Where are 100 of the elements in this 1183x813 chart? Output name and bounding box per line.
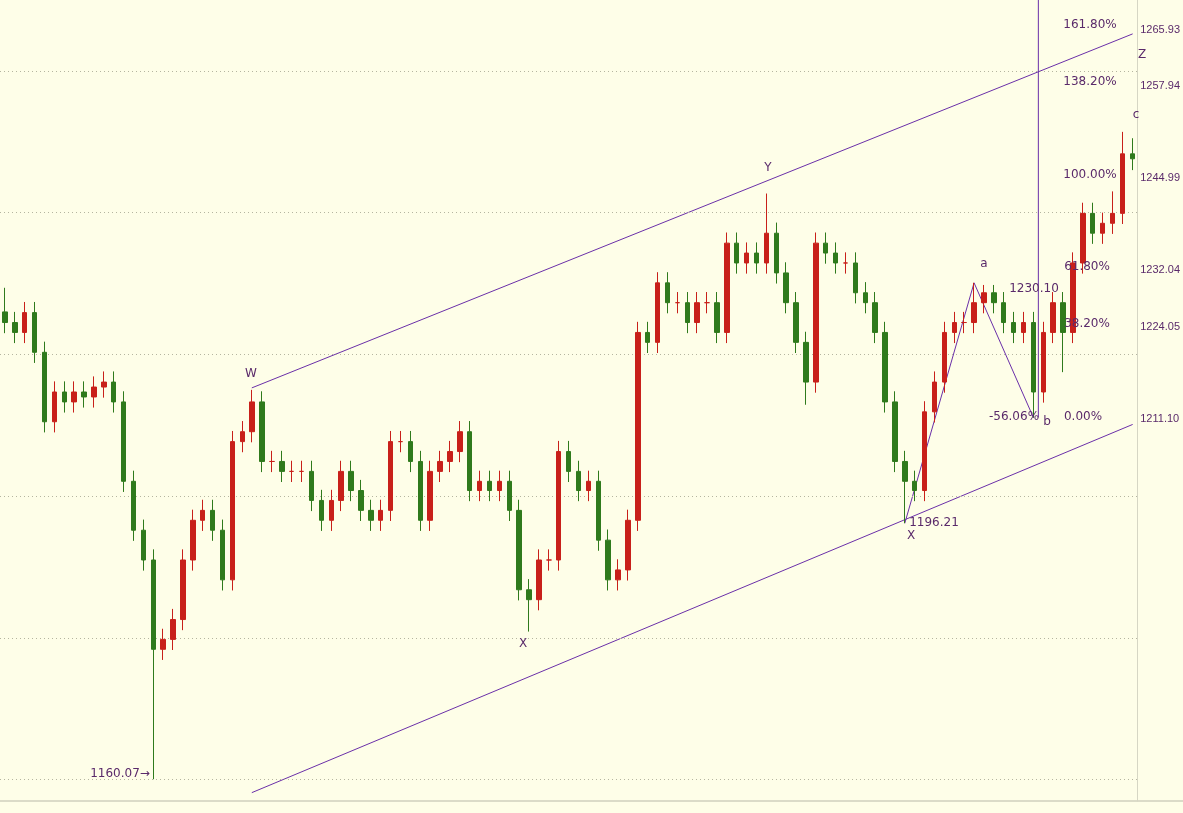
candlestick xyxy=(408,430,413,473)
candlestick xyxy=(249,389,255,443)
candlestick xyxy=(477,470,482,502)
candlestick xyxy=(971,282,977,334)
candlestick xyxy=(71,380,77,414)
candlestick xyxy=(348,460,354,502)
candlestick xyxy=(942,321,947,394)
annotation: b xyxy=(1043,414,1051,428)
candlestick xyxy=(872,291,878,344)
annotation: -56.06% xyxy=(988,409,1040,423)
candlestick xyxy=(1130,137,1135,171)
candlestick xyxy=(566,440,571,483)
candlestick xyxy=(645,321,650,354)
candlestick xyxy=(467,420,472,502)
candlestick xyxy=(309,460,314,512)
candlestick xyxy=(665,271,670,314)
candlestick xyxy=(240,420,245,453)
candlestick xyxy=(892,390,898,473)
candlestick xyxy=(1050,291,1056,344)
candlestick xyxy=(62,380,67,414)
candlestick xyxy=(259,390,265,473)
candlestick xyxy=(694,291,700,334)
candlestick xyxy=(556,440,561,572)
candlestick xyxy=(754,241,759,275)
candlestick xyxy=(121,390,126,493)
annotation: 0.00% xyxy=(1063,409,1103,423)
candlestick xyxy=(1100,212,1105,245)
candlestick xyxy=(803,331,809,406)
candlestick xyxy=(922,400,927,502)
candlestick xyxy=(190,509,196,572)
candlestick xyxy=(319,489,324,532)
y-tick-label: 1232.04 xyxy=(1140,263,1180,276)
candlestick xyxy=(131,470,136,542)
candlestick xyxy=(32,301,37,364)
candlestick xyxy=(981,284,987,314)
candlestick xyxy=(289,460,294,483)
candlestick xyxy=(299,460,304,483)
candlestick xyxy=(160,628,166,661)
annotation: W xyxy=(245,366,258,380)
candlestick xyxy=(793,291,799,354)
candlestick xyxy=(576,460,581,502)
candlestick xyxy=(170,608,176,651)
candlestick xyxy=(774,222,779,285)
candlestick xyxy=(1060,291,1066,373)
candlestick xyxy=(912,470,917,502)
candlestick xyxy=(42,341,47,433)
candlestick xyxy=(685,291,690,334)
candlestick xyxy=(813,232,819,394)
candlestick xyxy=(991,284,997,314)
candlestick xyxy=(338,460,344,512)
candlestick xyxy=(447,440,453,473)
candlestick xyxy=(200,499,205,532)
candlestick xyxy=(882,321,888,414)
candlestick xyxy=(1041,321,1046,404)
candlestick xyxy=(1021,311,1026,344)
candlestick xyxy=(744,241,749,275)
candlestick xyxy=(269,450,275,473)
annotation: 161.80% xyxy=(1063,17,1117,31)
candlestick xyxy=(1090,202,1095,245)
candlestick xyxy=(783,261,789,314)
annotation: a xyxy=(980,256,988,270)
candlestick xyxy=(724,232,730,344)
candlestick xyxy=(952,311,957,344)
candlestick xyxy=(457,420,463,463)
candlestick xyxy=(507,470,512,522)
candlestick xyxy=(22,301,27,344)
annotation: X xyxy=(906,528,916,542)
candlestick xyxy=(714,291,720,344)
candlestick xyxy=(151,548,156,780)
candlestick xyxy=(932,370,937,423)
candlestick xyxy=(1001,291,1006,334)
text: Z xyxy=(1137,47,1147,61)
candlestick xyxy=(487,470,492,502)
candlestick xyxy=(704,291,710,314)
candlestick xyxy=(230,430,235,591)
annotation: c xyxy=(1132,107,1140,121)
candlestick xyxy=(536,548,542,611)
candlestick xyxy=(586,470,591,502)
annotation: 138.20% xyxy=(1063,74,1117,88)
y-tick-label: 1257.94 xyxy=(1140,79,1180,92)
candlestick xyxy=(635,321,641,532)
candlestick xyxy=(111,370,116,414)
candlestick xyxy=(843,251,848,275)
candlestick xyxy=(427,460,433,532)
candlestick xyxy=(902,450,908,524)
candlestick xyxy=(398,430,403,453)
candlestick xyxy=(1011,311,1016,344)
annotation: X xyxy=(518,636,528,650)
y-tick-label: 1265.93 xyxy=(1140,22,1180,35)
annotation: 1196.21 xyxy=(909,515,959,529)
candlestick xyxy=(220,519,225,591)
candlestick xyxy=(853,251,858,304)
y-tick-label: 1224.05 xyxy=(1140,319,1180,332)
candlestick xyxy=(437,450,443,483)
candlestick xyxy=(961,311,967,334)
candlestick xyxy=(1120,131,1125,225)
candlestick xyxy=(675,291,680,314)
candlestick xyxy=(141,519,146,572)
candlestick xyxy=(378,499,383,532)
y-tick-label: 1244.99 xyxy=(1140,171,1180,184)
